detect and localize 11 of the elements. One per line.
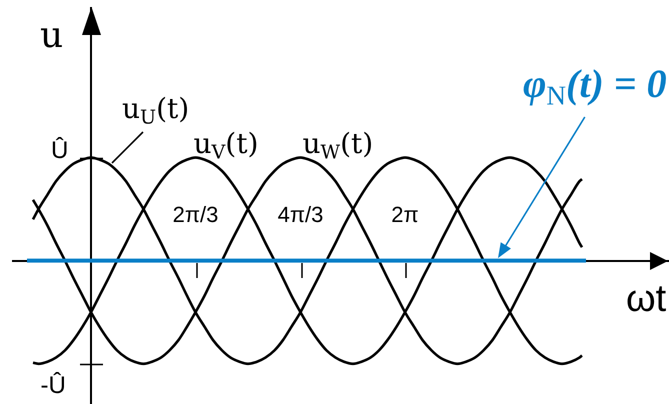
series-label: u$_{U}$(t) bbox=[122, 92, 190, 128]
series-label: u$_{V}$(t) bbox=[194, 126, 258, 163]
x-tick-label: 4π/3 bbox=[278, 202, 324, 227]
x-tick-label: 2π/3 bbox=[172, 202, 218, 227]
text: φ$_{N}$(t) = 0 bbox=[523, 61, 667, 111]
annotation: -Û bbox=[40, 372, 66, 399]
annotation: Û bbox=[51, 136, 68, 164]
series-label: u$_{W}$(t) bbox=[302, 126, 374, 163]
x-tick-label: 2π bbox=[391, 202, 419, 227]
y-axis-title: u bbox=[40, 15, 64, 56]
x-axis-title: ωt bbox=[626, 278, 666, 320]
